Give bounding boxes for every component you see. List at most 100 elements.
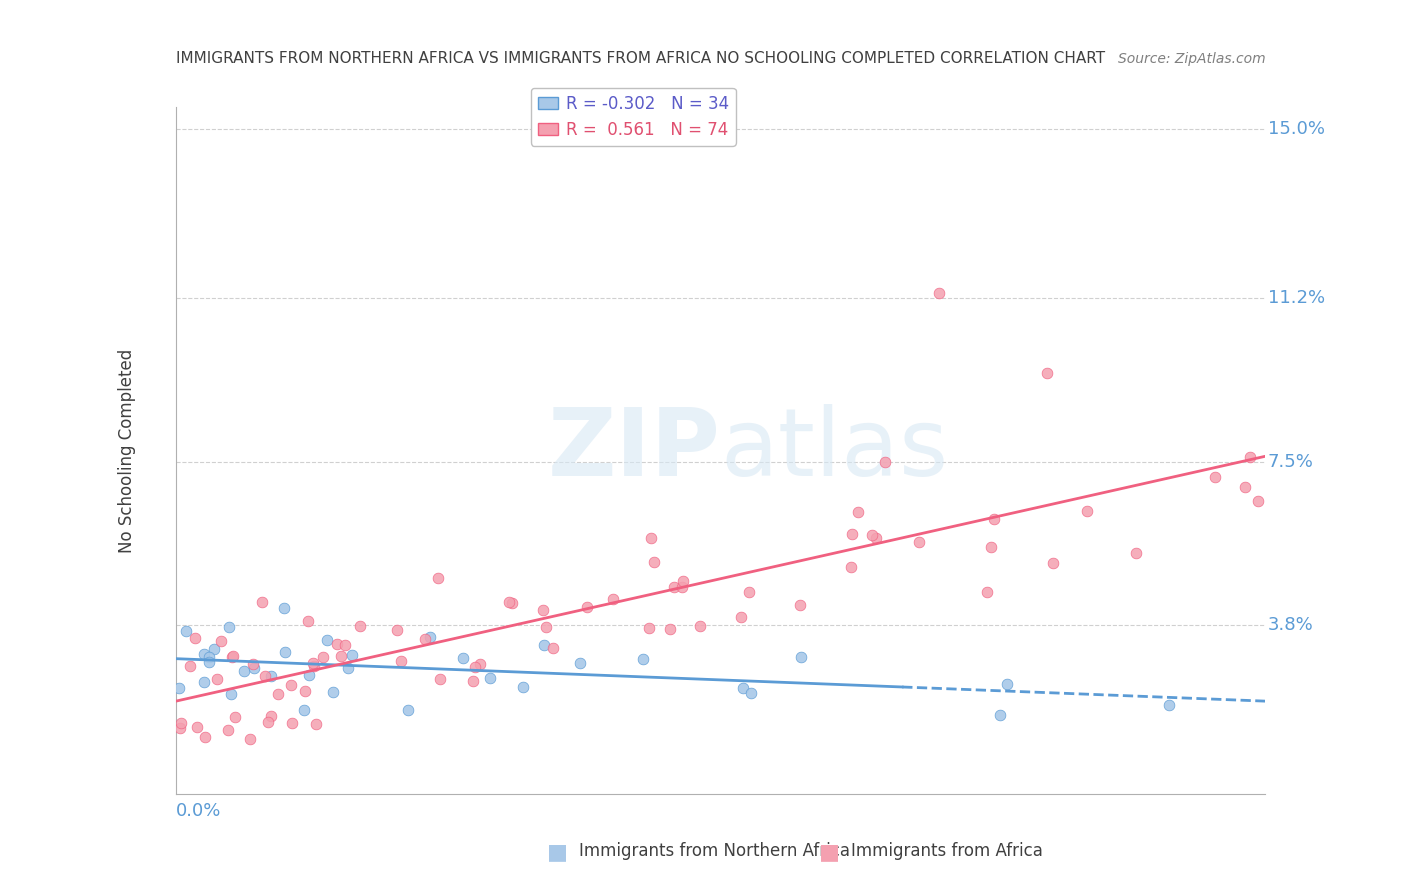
Text: 11.2%: 11.2% — [1268, 289, 1324, 307]
Point — [209, 634, 232, 648]
Text: No Schooling Completed: No Schooling Completed — [118, 349, 136, 552]
Point — [224, 710, 246, 724]
Point — [980, 540, 1002, 554]
Point — [1204, 469, 1226, 483]
Point — [316, 632, 339, 647]
Point — [202, 642, 225, 657]
Point — [340, 648, 363, 663]
Point — [389, 654, 412, 668]
Point — [873, 455, 896, 469]
Point — [1157, 698, 1180, 713]
Point — [534, 620, 557, 634]
Point — [730, 609, 752, 624]
Point — [419, 630, 441, 644]
Point — [294, 684, 316, 698]
Point — [333, 638, 356, 652]
Point — [638, 621, 661, 635]
Point — [740, 686, 762, 700]
Point — [198, 655, 221, 669]
Point — [1246, 494, 1268, 508]
Point — [498, 595, 520, 609]
Text: Immigrants from Northern Africa: Immigrants from Northern Africa — [579, 842, 849, 860]
Point — [242, 657, 264, 672]
Point — [219, 687, 242, 701]
Point — [976, 584, 998, 599]
Point — [186, 720, 208, 734]
Point — [541, 640, 564, 655]
Text: atlas: atlas — [721, 404, 949, 497]
Point — [260, 708, 283, 723]
Point — [232, 665, 254, 679]
Text: ■: ■ — [820, 842, 839, 862]
Point — [737, 585, 759, 599]
Text: 7.5%: 7.5% — [1268, 452, 1313, 471]
Point — [274, 645, 297, 659]
Point — [1042, 556, 1064, 570]
Point — [731, 681, 754, 695]
Text: 0.0%: 0.0% — [176, 802, 221, 820]
Point — [997, 677, 1019, 691]
Point — [176, 624, 198, 638]
Point — [254, 669, 277, 683]
Point — [790, 649, 813, 664]
Point — [169, 721, 191, 735]
Text: IMMIGRANTS FROM NORTHERN AFRICA VS IMMIGRANTS FROM AFRICA NO SCHOOLING COMPLETED: IMMIGRANTS FROM NORTHERN AFRICA VS IMMIG… — [176, 51, 1105, 66]
Point — [297, 614, 319, 628]
Point — [218, 619, 240, 633]
Point — [387, 623, 409, 637]
Point — [1125, 546, 1147, 560]
Point — [239, 731, 262, 746]
Point — [170, 716, 193, 731]
Point — [413, 632, 436, 647]
Text: ZIP: ZIP — [548, 404, 721, 497]
Point — [302, 659, 325, 673]
Text: ■: ■ — [547, 842, 568, 862]
Point — [533, 638, 555, 652]
Point — [292, 703, 315, 717]
Point — [839, 560, 862, 574]
Point — [207, 672, 229, 686]
Point — [631, 651, 654, 665]
Point — [672, 574, 695, 588]
Point — [302, 656, 325, 670]
Point — [243, 661, 266, 675]
Point — [217, 723, 239, 737]
Point — [221, 650, 243, 665]
Point — [305, 717, 328, 731]
Point — [311, 650, 333, 665]
Point — [568, 656, 591, 670]
Point — [860, 528, 883, 542]
Point — [1239, 450, 1261, 465]
Point — [184, 631, 207, 645]
Point — [326, 637, 349, 651]
Point — [865, 531, 887, 545]
Point — [983, 512, 1005, 526]
Point — [280, 678, 302, 692]
Point — [273, 601, 295, 615]
Point — [179, 659, 201, 673]
Point — [928, 286, 950, 301]
Point — [329, 649, 352, 664]
Point — [257, 714, 280, 729]
Point — [846, 505, 869, 519]
Point — [197, 649, 219, 664]
Text: Immigrants from Africa: Immigrants from Africa — [852, 842, 1043, 860]
Point — [531, 603, 554, 617]
Point — [907, 534, 929, 549]
Point — [1036, 366, 1059, 380]
Point — [841, 527, 863, 541]
Point — [193, 674, 215, 689]
Point — [266, 687, 288, 701]
Point — [576, 600, 599, 615]
Point — [512, 680, 534, 694]
Point — [1076, 504, 1098, 518]
Point — [250, 595, 273, 609]
Point — [349, 619, 371, 633]
Point — [689, 618, 711, 632]
Point — [461, 673, 484, 688]
Point — [169, 681, 191, 695]
Point — [427, 571, 450, 585]
Point — [789, 598, 811, 612]
Point — [222, 649, 245, 664]
Point — [193, 647, 215, 661]
